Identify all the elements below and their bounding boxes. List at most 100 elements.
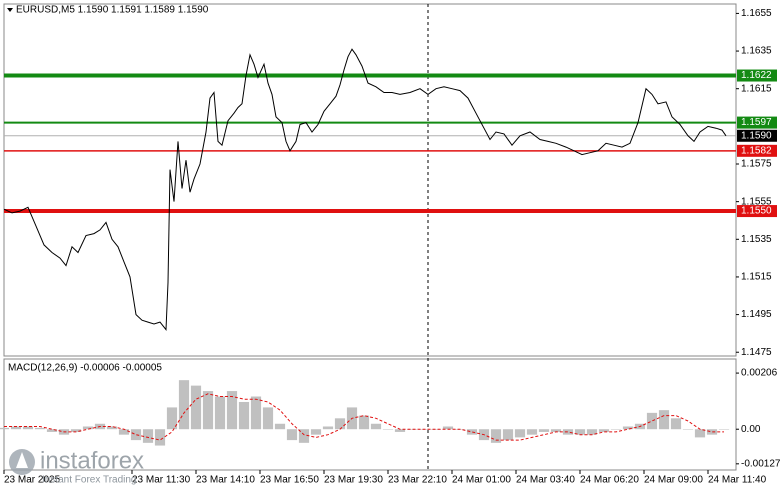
macd-bar <box>178 380 190 430</box>
price-line <box>3 48 727 331</box>
macd-bar <box>214 396 226 430</box>
macd-bar <box>334 418 346 430</box>
macd-bar <box>406 429 418 430</box>
macd-bar <box>658 410 670 430</box>
macd-bar <box>190 385 202 430</box>
macd-bar <box>370 423 382 430</box>
y-tick-label: 0.00206 <box>741 368 778 379</box>
macd-bar <box>610 429 622 430</box>
macd-bar <box>34 427 46 430</box>
macd-bar <box>526 429 538 435</box>
x-tick-label: 24 Mar 01:00 <box>452 475 511 486</box>
x-tick-label: 23 Mar 11:30 <box>132 475 191 486</box>
macd-bar <box>10 426 22 430</box>
level-label: 1.1597 <box>741 117 772 128</box>
macd-bar <box>310 429 322 435</box>
macd-bar <box>394 429 406 432</box>
logo-mark <box>16 452 28 468</box>
macd-bar <box>502 429 514 441</box>
watermark-title: instaforex <box>40 447 144 474</box>
x-tick-label: 23 Mar 14:10 <box>196 475 255 486</box>
y-tick-label: 1.1515 <box>741 272 772 283</box>
macd-bar <box>574 429 586 435</box>
macd-bar <box>250 396 262 430</box>
title-arrow <box>7 8 13 12</box>
macd-frame <box>3 358 737 471</box>
macd-bar <box>286 429 298 441</box>
y-tick-label: 1.1615 <box>741 83 772 94</box>
watermark: instaforex Instant Forex Trading <box>9 447 144 486</box>
macd-bar <box>598 429 610 432</box>
macd-bar <box>22 426 34 430</box>
macd-bar <box>262 407 274 430</box>
level-label: 1.1550 <box>741 206 772 217</box>
macd-bar <box>490 429 502 443</box>
macd-bar <box>274 423 286 430</box>
level-label-box <box>737 144 777 157</box>
y-tick-label: 1.1495 <box>741 309 772 320</box>
y-tick-label: 1.1635 <box>741 46 772 57</box>
main-frame <box>3 3 737 357</box>
macd-bar <box>46 429 58 432</box>
x-tick-label: 24 Mar 11:40 <box>708 475 767 486</box>
macd-bar <box>238 401 250 430</box>
x-tick-label: 23 Mar 2025 <box>4 475 61 486</box>
macd-bar <box>550 429 562 432</box>
macd-bar <box>622 426 634 430</box>
level-label-box <box>737 205 777 218</box>
signal-line <box>4 393 724 441</box>
macd-title: MACD(12,26,9) -0.00006 -0.00005 <box>8 363 162 374</box>
macd-bar <box>466 429 478 435</box>
macd-bar <box>322 426 334 430</box>
macd-bar <box>142 429 154 443</box>
y-tick-label: 1.1535 <box>741 234 772 245</box>
macd-bar <box>682 429 694 430</box>
macd-bar <box>694 429 706 438</box>
watermark-subtitle: Instant Forex Trading <box>42 475 137 486</box>
macd-bar <box>298 429 310 443</box>
y-tick-label: 1.1555 <box>741 196 772 207</box>
macd-bar <box>538 429 550 432</box>
level-label-box <box>737 69 777 82</box>
macd-bar <box>706 429 718 435</box>
macd-bar <box>202 391 214 430</box>
macd-bar <box>130 429 142 441</box>
y-tick-label: -0.00127 <box>741 458 781 469</box>
last-price-label: 1.1590 <box>741 130 772 141</box>
x-tick-label: 23 Mar 19:30 <box>324 475 383 486</box>
x-tick-label: 24 Mar 06:20 <box>580 475 639 486</box>
macd-bar <box>106 426 118 430</box>
macd-bar <box>70 429 82 432</box>
level-label: 1.1582 <box>741 145 772 156</box>
chart-title: EURUSD,M5 1.1590 1.1591 1.1589 1.1590 <box>16 5 209 16</box>
macd-bar <box>358 415 370 430</box>
macd-bar <box>382 429 394 430</box>
y-tick-label: 0.00 <box>741 424 761 435</box>
macd-bar <box>226 391 238 430</box>
macd-bar <box>718 429 730 430</box>
macd-bar <box>118 429 130 435</box>
y-tick-label: 1.1655 <box>741 8 772 19</box>
x-tick-label: 24 Mar 09:00 <box>644 475 703 486</box>
x-tick-label: 23 Mar 16:50 <box>260 475 319 486</box>
macd-bar <box>514 429 526 438</box>
level-label: 1.1622 <box>741 70 772 81</box>
last-price-box <box>737 129 777 142</box>
x-tick-label: 23 Mar 22:10 <box>388 475 447 486</box>
macd-bar <box>442 426 454 430</box>
level-label-box <box>737 116 777 129</box>
macd-bar <box>154 429 166 446</box>
y-tick-label: 1.1475 <box>741 347 772 358</box>
y-tick-label: 1.1575 <box>741 159 772 170</box>
macd-bar <box>586 429 598 435</box>
macd-bar <box>430 429 442 430</box>
macd-bar <box>562 429 574 435</box>
macd-bar <box>82 426 94 430</box>
x-tick-label: 24 Mar 03:40 <box>516 475 575 486</box>
macd-bar <box>670 418 682 430</box>
macd-bar <box>166 407 178 430</box>
macd-bar <box>646 412 658 430</box>
